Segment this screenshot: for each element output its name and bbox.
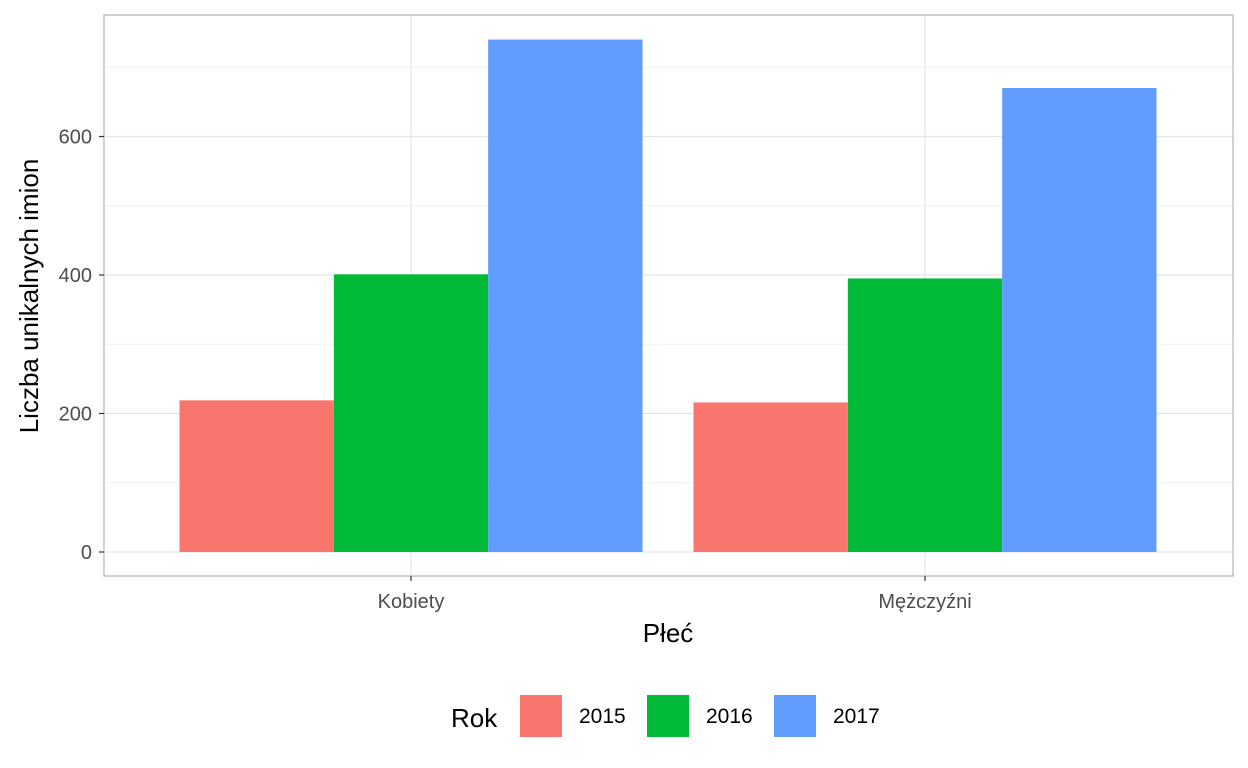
y-axis-title: Liczba unikalnych imion [14, 159, 44, 434]
y-tick-label: 200 [59, 404, 92, 426]
y-tick-label: 0 [81, 542, 92, 564]
x-axis: Kobiety Mężczyźni [378, 576, 972, 613]
legend: Rok 2015 2016 2017 [451, 695, 880, 737]
legend-label: 2015 [579, 705, 626, 728]
y-tick-label: 400 [59, 265, 92, 287]
legend-key-2015 [520, 695, 562, 737]
panel-border [103, 14, 1234, 577]
bar-2017-0 [488, 39, 643, 553]
bar-2015-1 [693, 402, 848, 552]
legend-label: 2016 [706, 705, 753, 728]
bar-2015-0 [179, 400, 334, 552]
bar-2017-1 [1002, 88, 1157, 553]
bar-2016-1 [847, 278, 1003, 552]
x-axis-title: Płeć [643, 618, 694, 648]
x-tick-label: Mężczyźni [878, 591, 971, 613]
legend-key-2017 [774, 695, 816, 737]
legend-key-2016 [647, 695, 689, 737]
bar-2016-0 [333, 274, 489, 552]
legend-label: 2017 [833, 705, 880, 728]
legend-title: Rok [451, 703, 498, 733]
bars [179, 39, 1157, 553]
x-tick-label: Kobiety [378, 591, 445, 613]
y-tick-label: 600 [59, 127, 92, 149]
y-axis: 0 200 400 600 [59, 127, 104, 564]
